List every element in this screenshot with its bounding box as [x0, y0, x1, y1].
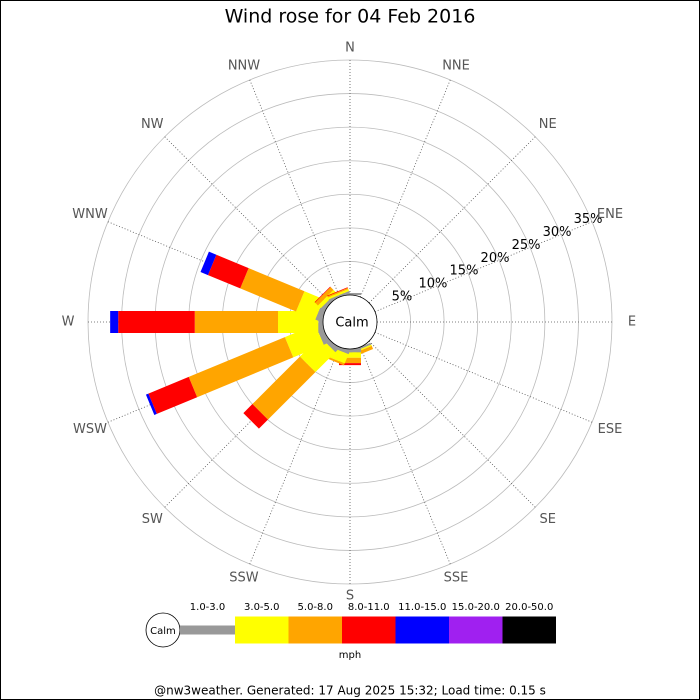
bar-segment [327, 287, 349, 298]
bar-segment [327, 287, 348, 297]
direction-label: W [62, 315, 75, 330]
ring-label: 35% [574, 212, 603, 227]
bar-segment [188, 337, 294, 398]
spoke [249, 79, 341, 298]
calm-circle [322, 294, 378, 350]
direction-label: SW [142, 512, 163, 527]
chart-title: Wind rose for 04 Feb 2016 [225, 6, 476, 28]
ring-label: 25% [512, 238, 541, 253]
spoke [249, 346, 341, 565]
direction-label: SSE [444, 570, 469, 585]
spoke [374, 331, 593, 423]
unit-label: mph [339, 650, 361, 661]
direction-label: NE [539, 117, 557, 132]
legend: Calm 1.0-3.0 3.0-5.0 5.0-8.0 8.0-11.0 11.0-1… [145, 602, 556, 648]
direction-label: WNW [72, 207, 108, 222]
direction-label: N [345, 41, 355, 56]
direction-label: SE [540, 512, 556, 527]
direction-label: NNE [442, 59, 470, 74]
legend-swatch [180, 625, 235, 635]
bar-segment [314, 286, 331, 303]
bar-segment [194, 311, 279, 333]
legend-swatch [342, 616, 396, 644]
ring-label: 15% [450, 264, 479, 279]
ring-label: 10% [419, 276, 448, 291]
legend-label: 11.0-15.0 [398, 602, 446, 613]
bar-segment [118, 311, 195, 333]
direction-label: S [346, 589, 354, 604]
direction-label: E [628, 315, 636, 330]
bar-segment [145, 393, 157, 415]
legend-label: 3.0-5.0 [244, 602, 279, 613]
direction-label: SSW [229, 570, 259, 585]
ring-label: 30% [543, 225, 572, 240]
ring-label: 20% [481, 251, 510, 266]
bar-segment [296, 291, 324, 320]
bar-segment [327, 289, 350, 300]
ring-label: 5% [392, 289, 413, 304]
bar-segment [299, 336, 336, 373]
direction-label: NNW [228, 59, 260, 74]
legend-label: 5.0-8.0 [298, 602, 333, 613]
bar-segment [148, 376, 198, 414]
legend-swatch [235, 616, 289, 644]
calm-label: Calm [335, 316, 368, 331]
legend-swatch [502, 616, 556, 644]
legend-calm-label: Calm [150, 626, 176, 637]
spoke [164, 136, 332, 304]
direction-label: WSW [73, 422, 107, 437]
bar-segment [315, 287, 334, 306]
spoke [359, 79, 451, 298]
bars [110, 251, 380, 429]
legend-swatch [288, 616, 342, 644]
footer: @nw3weather. Generated: 17 Aug 2025 15:3… [154, 684, 546, 698]
bar-segment [207, 254, 249, 289]
direction-label: NW [141, 117, 164, 132]
spoke [359, 346, 451, 565]
spoke [374, 221, 593, 313]
legend-swatch [395, 616, 449, 644]
spoke [368, 340, 536, 508]
bar-segment [328, 290, 350, 302]
direction-label: ENE [597, 207, 623, 222]
bar-segment [110, 311, 119, 333]
bar-segment [200, 251, 217, 276]
legend-label: 15.0-20.0 [452, 602, 500, 613]
legend-swatch [449, 616, 503, 644]
legend-label: 8.0-11.0 [348, 602, 390, 613]
bar-segment [240, 268, 305, 312]
legend-label: 20.0-50.0 [505, 602, 553, 613]
direction-label: ESE [598, 422, 623, 437]
legend-label: 1.0-3.0 [190, 602, 225, 613]
spoke [368, 136, 536, 304]
bar-segment [252, 356, 316, 420]
bar-segment [243, 404, 268, 429]
